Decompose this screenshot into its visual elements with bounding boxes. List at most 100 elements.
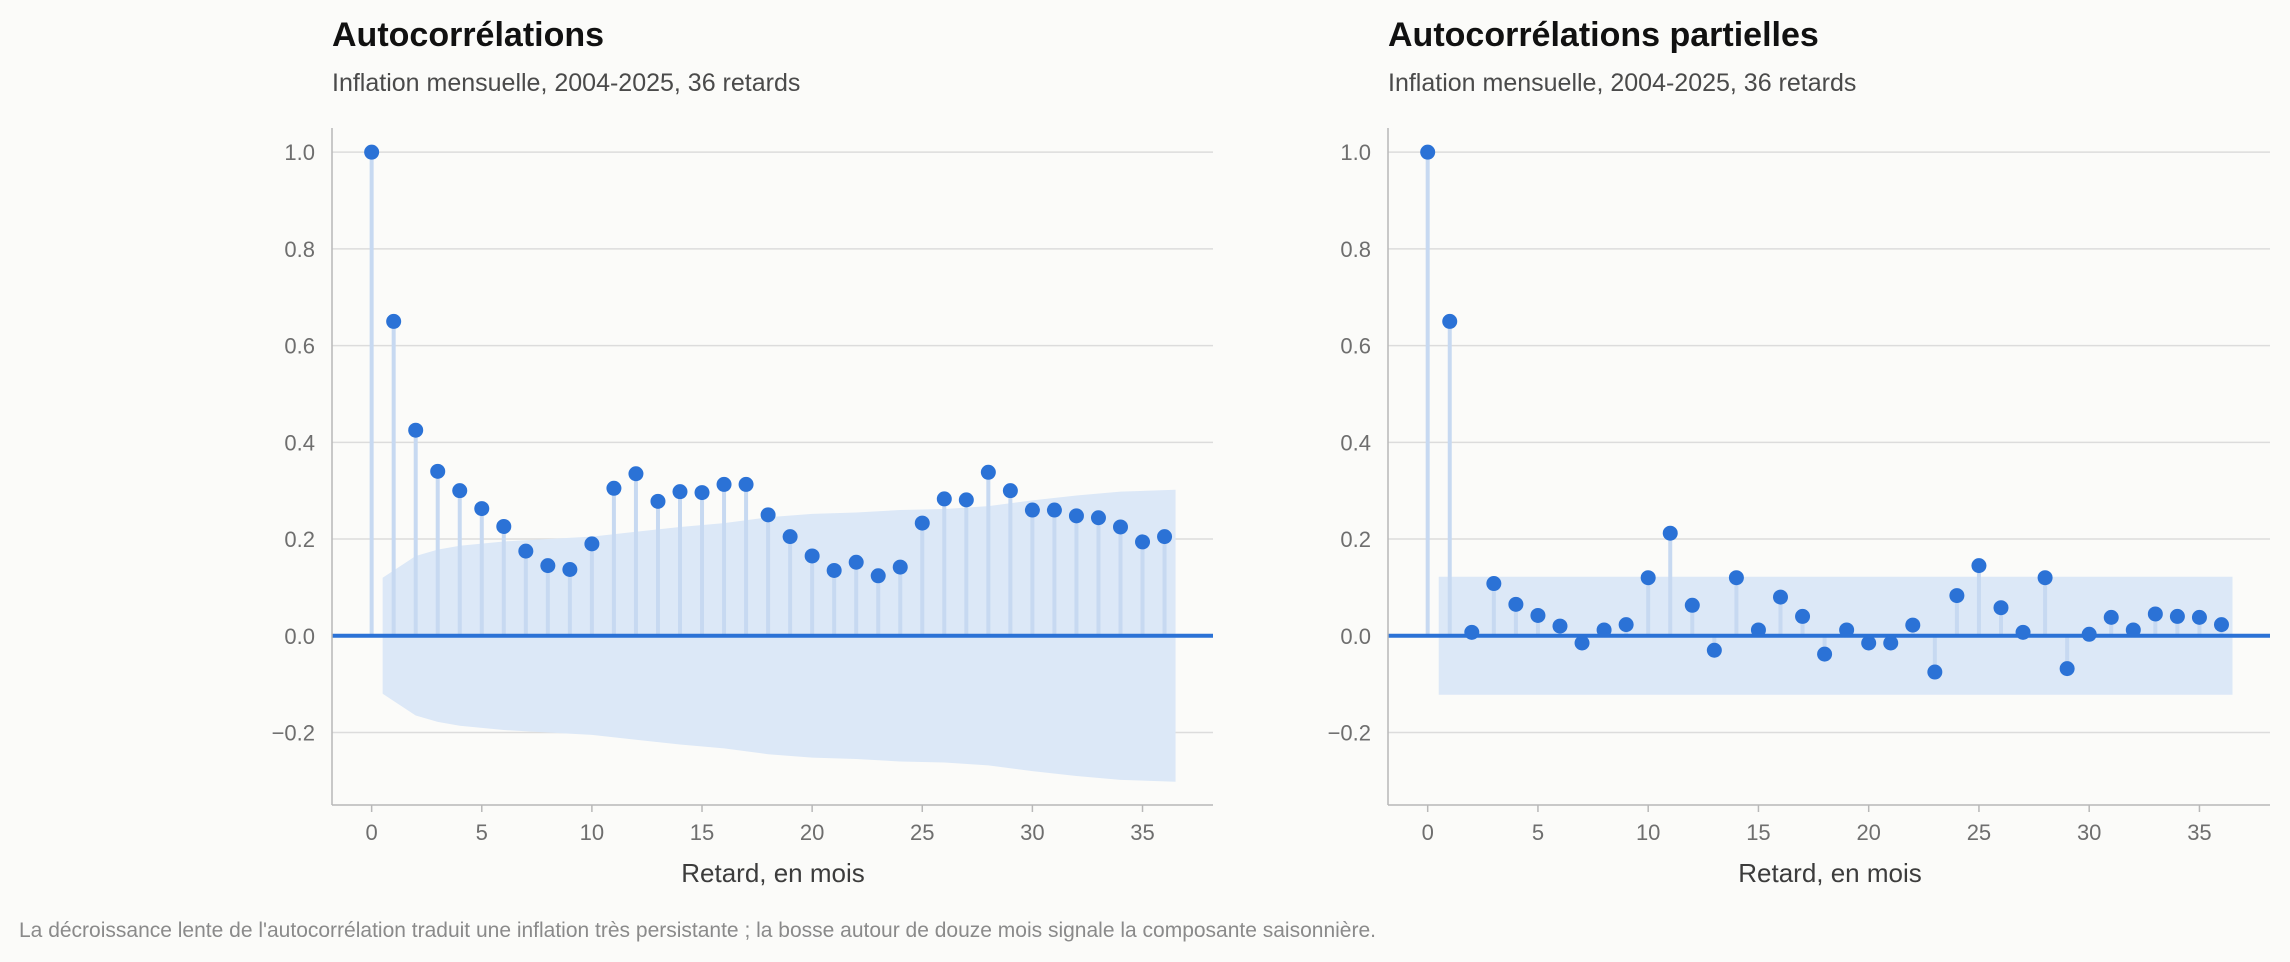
pacf-point [1442,313,1458,329]
acf-point [1157,529,1173,545]
pacf-y-tick-label: −0.2 [1328,720,1371,745]
pacf-point [2125,622,2141,638]
acf-point [782,529,798,545]
pacf-plot-area: −0.2 0.0 0.2 0.4 0.6 0.8 1.0 0 5 10 15 20 25 30 35 [1328,128,2270,845]
acf-point [1090,510,1106,526]
acf-point [562,562,578,578]
acf-point [606,480,622,496]
pacf-y-tick-label: 0.6 [1340,334,1371,359]
acf-x-tick-label: 30 [1020,820,1044,845]
acf-title: Autocorrélations [332,16,604,54]
pacf-point [1662,525,1678,541]
acf-point [540,558,556,574]
acf-point [364,144,380,160]
pacf-point [1464,624,1480,640]
acf-x-tick-label: 35 [1130,820,1154,845]
acf-subtitle: Inflation mensuelle, 2004-2025, 36 retar… [332,69,800,97]
pacf-point [1905,617,1921,633]
acf-x-tick-label: 0 [366,820,378,845]
acf-point [408,422,424,438]
pacf-x-tick-label: 25 [1967,820,1991,845]
pacf-y-tick-label: 0.2 [1340,527,1371,552]
pacf-point [2169,608,2185,624]
acf-y-tick-label: 0.0 [284,624,315,649]
pacf-point [1839,622,1855,638]
pacf-point [2213,617,2229,633]
acf-x-tick-label: 10 [580,820,604,845]
acf-point [760,507,776,523]
pacf-point [1728,570,1744,586]
acf-point [672,484,688,500]
pacf-x-tick-label: 35 [2187,820,2211,845]
acf-point [628,466,644,482]
pacf-x-tick-label: 5 [1532,820,1544,845]
acf-point [716,476,732,492]
pacf-point [1817,646,1833,662]
pacf-point [2147,606,2163,622]
pacf-point [1530,607,1546,623]
acf-point [804,548,820,564]
pacf-y-tick-label: 0.4 [1340,430,1371,455]
pacf-point [1486,576,1502,592]
pacf-point [2015,624,2031,640]
acf-y-tick-label: 0.4 [284,430,315,455]
pacf-point [2103,609,2119,625]
pacf-point [1420,144,1436,160]
pacf-point [1993,600,2009,616]
acf-point [386,313,402,329]
acf-point [496,518,512,534]
acf-point [914,515,930,531]
pacf-point [1795,608,1811,624]
pacf-x-tick-label: 20 [1856,820,1880,845]
acf-point [518,543,534,559]
acf-x-tick-label: 15 [690,820,714,845]
pacf-y-tick-label: 0.8 [1340,237,1371,262]
acf-point [1002,483,1018,499]
pacf-y-tick-label: 1.0 [1340,140,1371,165]
pacf-point [1508,596,1524,612]
pacf-point [2191,609,2207,625]
acf-point [474,501,490,517]
acf-point [826,562,842,578]
acf-y-tick-label: 1.0 [284,140,315,165]
pacf-point [1684,597,1700,613]
pacf-point [2081,626,2097,642]
acf-point [1112,519,1128,535]
pacf-x-axis-label: Retard, en mois [1738,858,1922,888]
acf-x-tick-label: 20 [800,820,824,845]
acf-point [1068,508,1084,524]
pacf-point [1750,622,1766,638]
acf-x-axis-label: Retard, en mois [681,858,865,888]
acf-point [584,536,600,552]
pacf-point [2037,570,2053,586]
pacf-point [1552,618,1568,634]
pacf-point [1927,664,1943,680]
figure-caption: La décroissance lente de l'autocorrélati… [19,919,1376,942]
acf-plot-area: −0.2 0.0 0.2 0.4 0.6 0.8 1.0 0 5 10 15 20 25 30 35 [272,128,1213,845]
pacf-x-tick-label: 30 [2077,820,2101,845]
pacf-x-tick-label: 15 [1746,820,1770,845]
pacf-point [2059,661,2075,677]
acf-point [1135,534,1151,550]
pacf-point [1596,622,1612,638]
acf-point [694,485,710,501]
acf-point [958,492,974,508]
acf-point [892,559,908,575]
pacf-title: Autocorrélations partielles [1388,16,1819,54]
pacf-point [1883,635,1899,651]
acf-x-tick-label: 25 [910,820,934,845]
pacf-y-tick-label: 0.0 [1340,624,1371,649]
pacf-point [1949,588,1965,604]
pacf-x-tick-label: 0 [1422,820,1434,845]
pacf-point [1574,635,1590,651]
pacf-point [1618,617,1634,633]
acf-point [650,493,666,509]
acf-point [452,483,468,499]
acf-y-tick-label: 0.6 [284,334,315,359]
acf-y-tick-label: −0.2 [272,720,315,745]
pacf-panel: Autocorrélations partielles Inflation me… [1328,16,2270,888]
acf-panel: Autocorrélations Inflation mensuelle, 20… [272,16,1213,888]
acf-x-tick-label: 5 [476,820,488,845]
acf-y-tick-label: 0.8 [284,237,315,262]
